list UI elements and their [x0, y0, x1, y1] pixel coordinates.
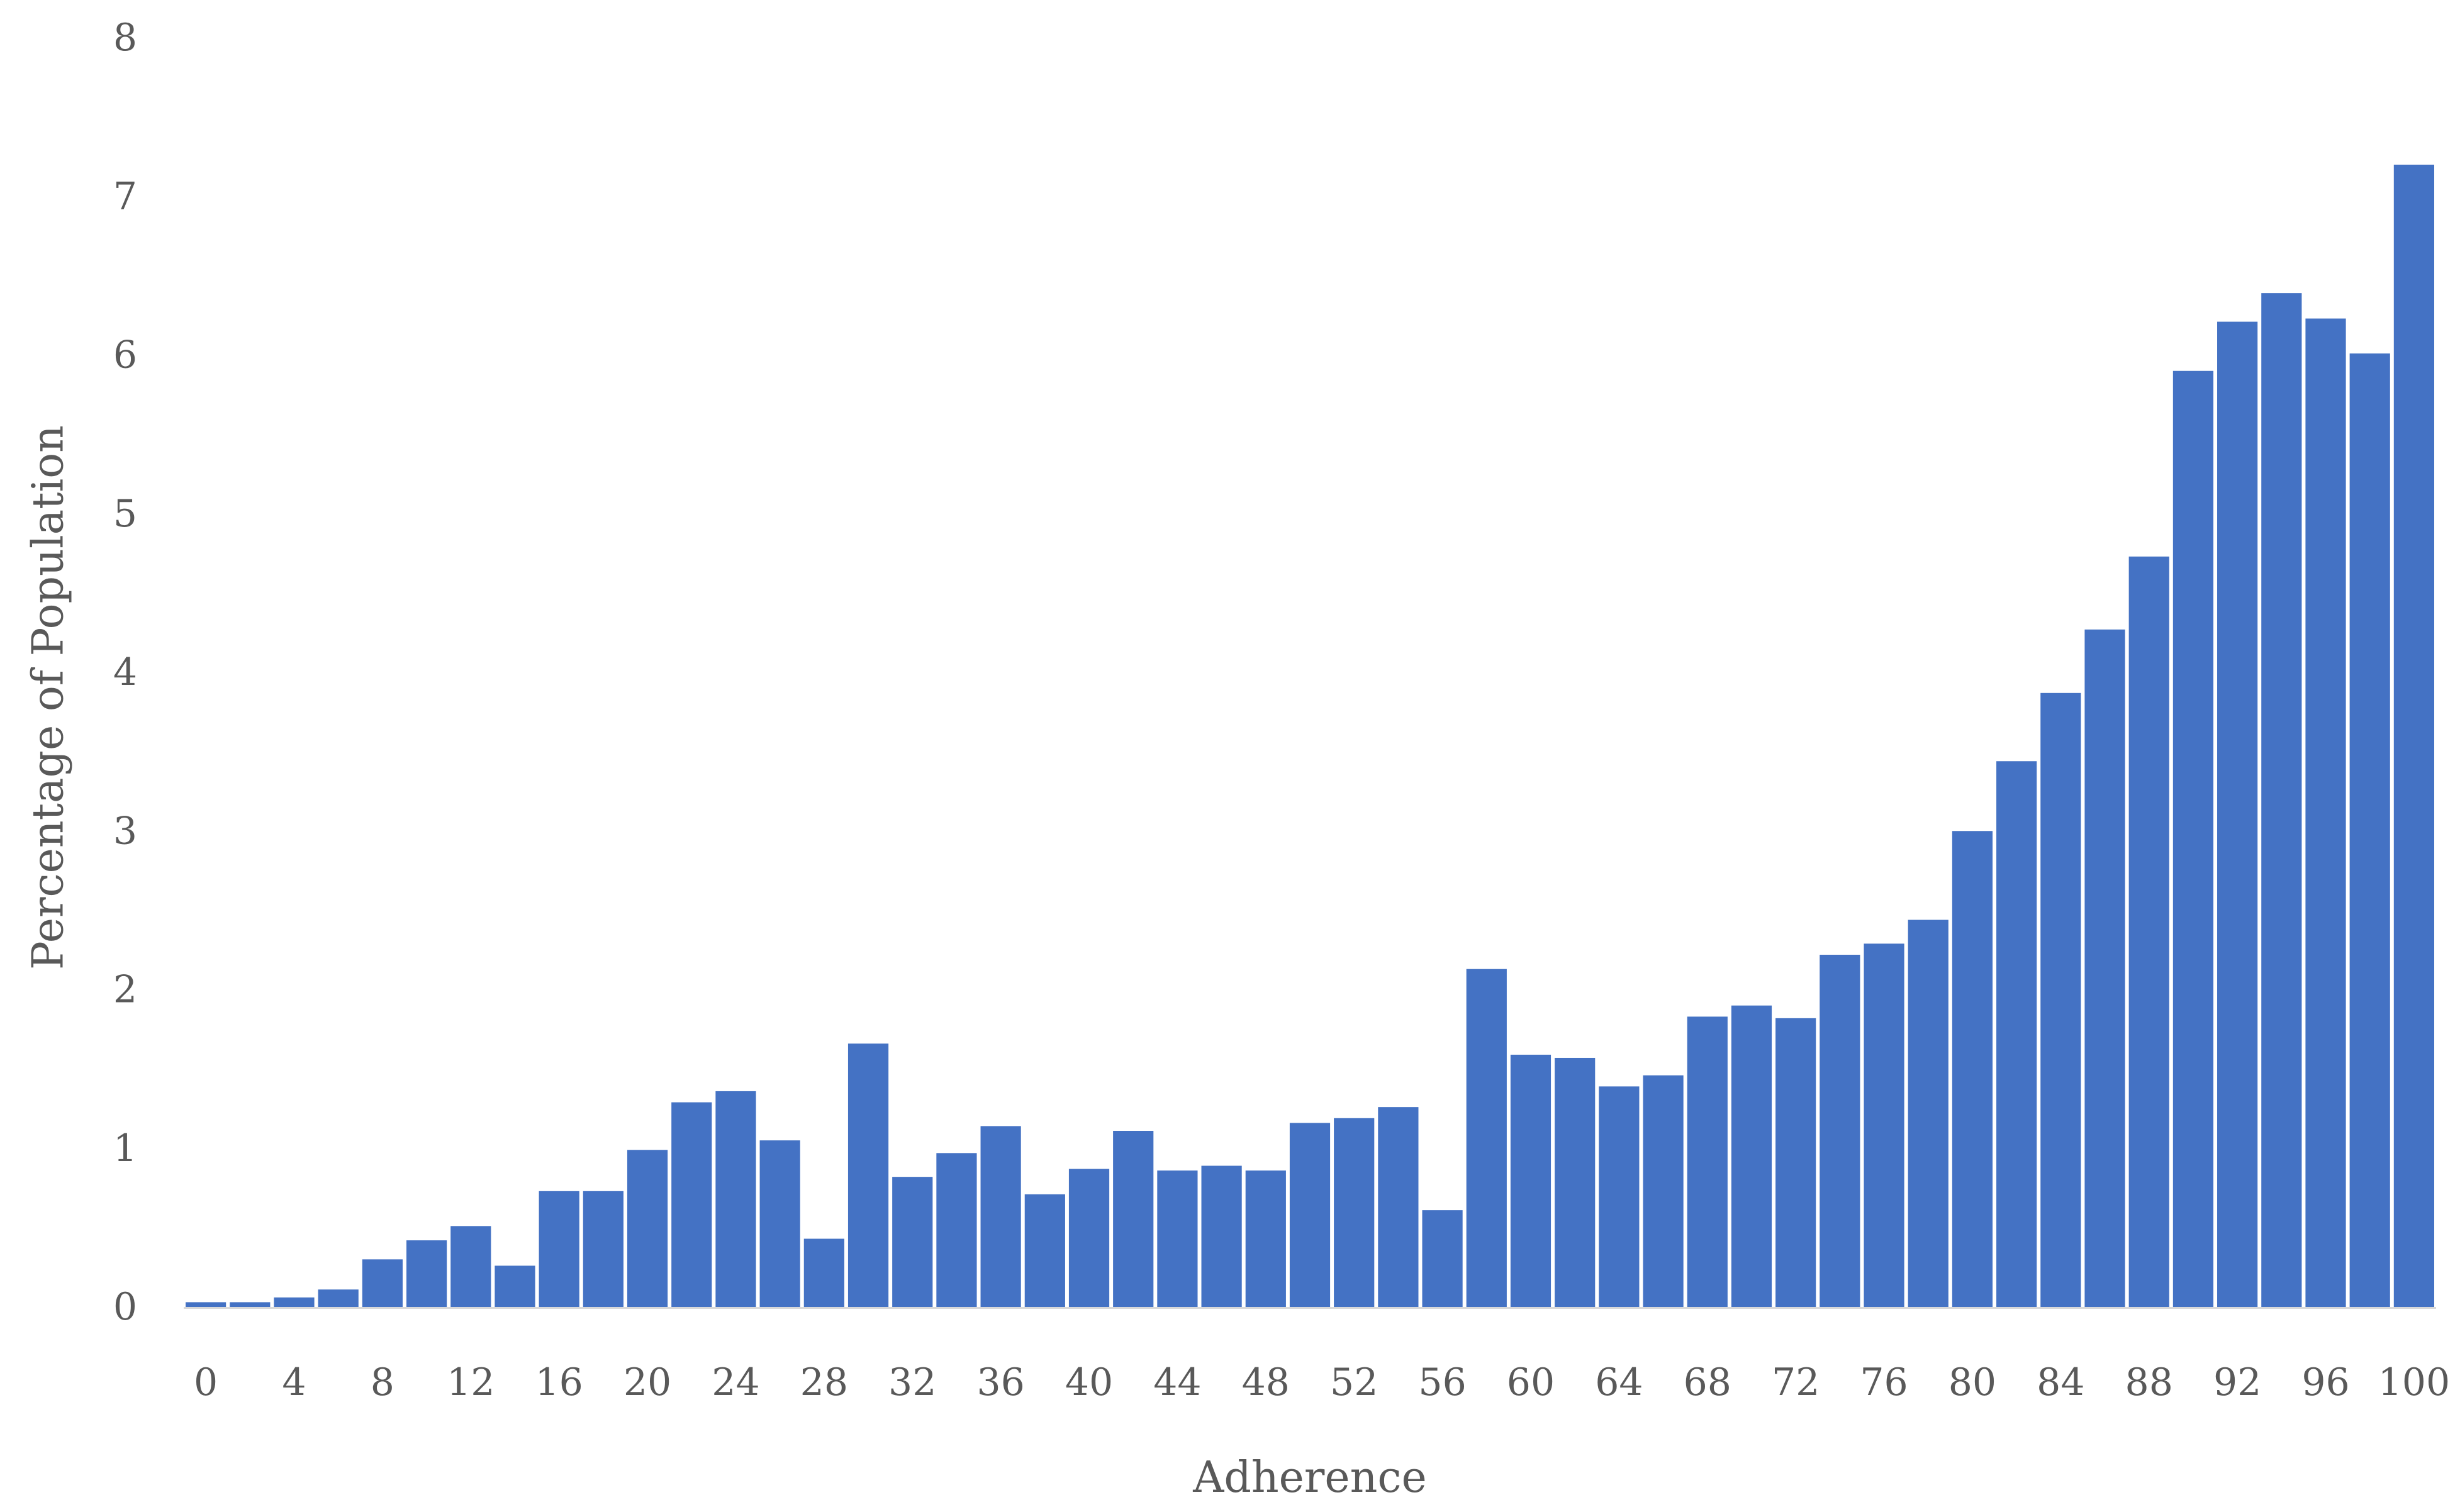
y-tick-labels: 0 1 2 3 4 5 6 7 8	[113, 16, 137, 1329]
bar-96	[2305, 318, 2345, 1307]
y-tick-label-5: 5	[113, 492, 137, 536]
bar-8	[362, 1259, 403, 1307]
bar-78	[1908, 920, 1948, 1307]
bars-group	[186, 165, 2434, 1307]
bar-12	[450, 1226, 491, 1307]
bar-40	[1069, 1169, 1109, 1307]
x-tick-label-4: 4	[282, 1360, 306, 1404]
x-tick-label-80: 80	[1948, 1360, 1996, 1404]
bar-32	[892, 1177, 932, 1307]
bar-98	[2350, 353, 2390, 1307]
bar-20	[627, 1150, 668, 1307]
bar-16	[539, 1191, 579, 1307]
bar-62	[1555, 1058, 1595, 1307]
x-tick-label-100: 100	[2378, 1360, 2451, 1404]
x-tick-labels: 0 4 8 12 16 20 24 28 32 36 40 44 48 52 56 60 64 68 72 76 80 8…	[194, 1360, 2450, 1404]
x-tick-label-16: 16	[535, 1360, 583, 1404]
x-tick-label-72: 72	[1772, 1360, 1820, 1404]
y-tick-label-3: 3	[113, 809, 137, 853]
bar-74	[1820, 955, 1860, 1307]
y-tick-label-4: 4	[113, 650, 137, 694]
x-tick-label-8: 8	[371, 1360, 394, 1404]
bar-46	[1202, 1166, 1242, 1308]
bar-76	[1864, 943, 1904, 1307]
y-tick-label-0: 0	[113, 1285, 137, 1329]
bar-56	[1422, 1210, 1462, 1307]
x-tick-label-12: 12	[447, 1360, 495, 1404]
bar-14	[495, 1265, 535, 1307]
y-tick-label-2: 2	[113, 968, 137, 1012]
bar-30	[848, 1043, 888, 1307]
bar-72	[1775, 1018, 1816, 1307]
x-tick-label-84: 84	[2037, 1360, 2084, 1404]
bar-42	[1113, 1131, 1153, 1307]
bar-26	[760, 1140, 800, 1307]
x-tick-label-24: 24	[712, 1360, 759, 1404]
bar-6	[318, 1289, 359, 1307]
bar-84	[2040, 693, 2081, 1307]
bar-28	[804, 1239, 844, 1307]
x-tick-label-28: 28	[800, 1360, 848, 1404]
x-tick-label-64: 64	[1595, 1360, 1643, 1404]
x-tick-label-96: 96	[2301, 1360, 2349, 1404]
bar-68	[1687, 1016, 1728, 1307]
x-tick-label-60: 60	[1507, 1360, 1555, 1404]
bar-10	[406, 1240, 447, 1307]
bar-100	[2394, 165, 2434, 1307]
y-axis-title: Percentage of Population	[24, 425, 74, 970]
y-tick-label-6: 6	[113, 333, 137, 377]
bar-48	[1246, 1170, 1286, 1307]
bar-24	[715, 1091, 756, 1307]
x-tick-label-52: 52	[1330, 1360, 1378, 1404]
bar-64	[1599, 1086, 1639, 1307]
bar-66	[1643, 1076, 1683, 1307]
bar-50	[1290, 1123, 1330, 1307]
bar-80	[1952, 831, 1993, 1307]
bar-44	[1157, 1170, 1197, 1307]
x-tick-label-68: 68	[1684, 1360, 1731, 1404]
x-tick-label-40: 40	[1065, 1360, 1113, 1404]
x-axis-title: Adherence	[1192, 1453, 1427, 1503]
bar-36	[981, 1126, 1021, 1307]
x-tick-label-32: 32	[888, 1360, 936, 1404]
x-tick-label-36: 36	[976, 1360, 1024, 1404]
bar-90	[2173, 371, 2213, 1307]
y-tick-label-7: 7	[113, 174, 137, 218]
x-tick-label-56: 56	[1418, 1360, 1466, 1404]
bar-94	[2261, 293, 2301, 1307]
bar-58	[1467, 969, 1507, 1307]
bar-38	[1025, 1194, 1065, 1307]
bar-0	[186, 1302, 226, 1307]
bar-4	[274, 1298, 314, 1307]
bar-18	[583, 1191, 623, 1307]
bar-86	[2084, 630, 2125, 1307]
x-tick-label-76: 76	[1860, 1360, 1908, 1404]
x-tick-label-44: 44	[1153, 1360, 1201, 1404]
bar-92	[2217, 322, 2257, 1307]
bar-82	[1996, 761, 2037, 1307]
bar-70	[1731, 1006, 1772, 1307]
bar-88	[2129, 557, 2169, 1307]
bar-60	[1511, 1055, 1551, 1307]
y-tick-label-8: 8	[113, 16, 137, 60]
bar-2	[230, 1302, 270, 1307]
x-tick-label-92: 92	[2213, 1360, 2261, 1404]
bar-54	[1378, 1107, 1418, 1307]
bar-22	[671, 1103, 712, 1307]
bar-34	[936, 1153, 976, 1307]
x-tick-label-88: 88	[2125, 1360, 2173, 1404]
bar-52	[1334, 1118, 1374, 1307]
x-tick-label-48: 48	[1242, 1360, 1290, 1404]
x-tick-label-0: 0	[194, 1360, 218, 1404]
x-tick-label-20: 20	[623, 1360, 671, 1404]
y-tick-label-1: 1	[113, 1126, 137, 1170]
